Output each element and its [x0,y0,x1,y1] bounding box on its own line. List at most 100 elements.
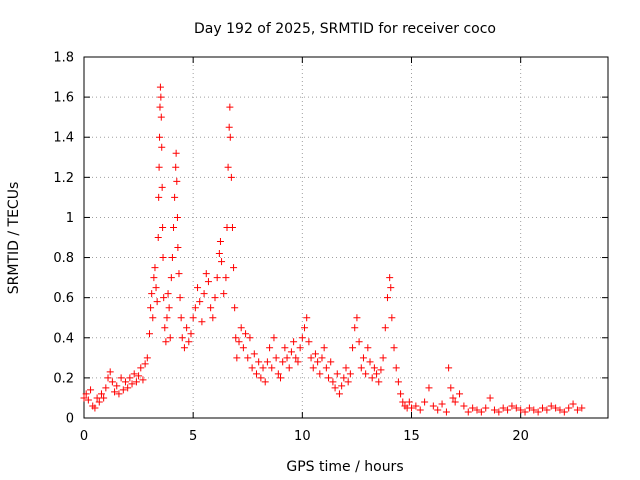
data-point [126,374,134,382]
data-point [230,264,238,272]
data-point [165,304,173,312]
data-point [121,378,129,386]
data-point [189,314,197,322]
data-point [175,270,183,278]
data-point [157,113,165,121]
data-point [311,350,319,358]
data-point [283,354,291,362]
data-point [130,370,138,378]
data-point [178,334,186,342]
data-point [216,238,224,246]
data-point [113,382,121,390]
data-point [473,406,481,414]
data-point [156,133,164,141]
data-point [149,314,157,322]
data-point [517,406,525,414]
data-point [388,314,396,322]
data-point [279,358,287,366]
data-point [173,177,181,185]
data-point [425,384,433,392]
data-point [314,358,322,366]
data-point [115,390,123,398]
data-point [146,330,153,338]
data-point [150,274,158,282]
data-point [172,163,180,171]
y-tick-label: 0.6 [53,291,74,306]
data-point [451,398,459,406]
data-point [285,364,293,372]
y-tick-label: 1.4 [53,131,74,146]
data-point [215,250,223,258]
data-point [429,402,437,410]
data-point [255,358,263,366]
data-point [543,406,551,414]
data-point [174,244,182,252]
data-point [408,404,415,412]
data-point [394,378,402,386]
data-point [157,93,165,101]
data-point [137,364,145,372]
data-point [325,374,333,382]
y-tick-label: 1 [66,211,74,226]
data-point [346,370,354,378]
data-point [159,254,167,262]
data-point [237,324,245,332]
data-point [442,408,450,416]
data-point [161,324,169,332]
data-point [97,390,105,398]
data-point [117,374,125,382]
data-point [375,378,383,386]
data-point [187,330,195,338]
data-point [213,274,221,282]
data-point [353,314,361,322]
data-point [154,234,162,241]
data-point [305,338,313,346]
data-point [525,404,533,412]
data-point [220,290,228,298]
data-point [499,404,507,412]
data-point [460,402,468,410]
data-point [296,344,304,352]
y-axis-ticks: 0 0.2 0.4 0.6 0.8 1 1.2 1.4 1.6 1.8 [53,51,608,427]
data-point [469,404,477,412]
data-point [266,344,274,352]
data-point [309,364,317,372]
data-point [222,274,230,282]
data-point [530,406,538,414]
data-point [87,386,95,394]
data-point [148,290,156,298]
data-point [464,408,472,416]
data-point [366,358,374,366]
data-point [359,354,367,362]
data-point [560,408,568,416]
data-point [168,254,176,262]
data-point [399,398,407,406]
data-point [224,163,232,171]
data-point [565,404,573,412]
data-point [166,334,174,342]
data-point [307,354,315,362]
x-axis-ticks: 0 5 10 15 20 [80,57,529,444]
data-point [318,354,326,362]
data-point [156,103,164,111]
data-point [242,330,250,338]
data-point [490,406,498,414]
x-tick-label: 15 [403,429,420,444]
data-point [397,390,405,398]
chart-title: Day 192 of 2025, SRMTID for receiver coc… [194,21,496,37]
data-point [155,163,163,171]
data-point [183,324,191,332]
data-point [303,314,311,322]
data-point [132,378,140,386]
data-point [383,294,391,302]
data-point [250,350,258,358]
data-point [316,370,324,378]
y-tick-label: 0 [66,412,74,427]
y-tick-label: 1.6 [53,91,74,106]
data-point [124,384,132,392]
data-point [547,402,555,410]
data-point [82,390,90,398]
data-point [233,354,241,362]
data-point [139,376,147,384]
